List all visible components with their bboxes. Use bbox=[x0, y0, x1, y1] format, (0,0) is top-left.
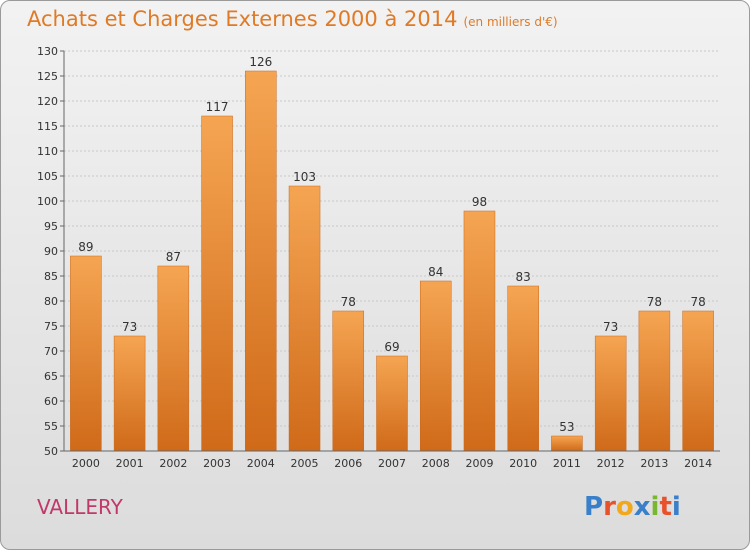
chart-unit: (en milliers d'€) bbox=[463, 15, 558, 29]
logo-letter: r bbox=[603, 492, 616, 522]
y-tick-label: 110 bbox=[37, 145, 58, 158]
bar-2003 bbox=[201, 115, 233, 452]
logo-letter: i bbox=[671, 492, 681, 522]
value-label-2000: 89 bbox=[78, 240, 93, 254]
y-tick-label: 55 bbox=[44, 420, 58, 433]
x-tick-label-2010: 2010 bbox=[509, 457, 537, 470]
value-label-2004: 126 bbox=[249, 55, 272, 69]
bar-2010 bbox=[507, 285, 539, 452]
y-tick-label: 115 bbox=[37, 120, 58, 133]
bar-2013 bbox=[638, 310, 671, 452]
x-tick-label-2008: 2008 bbox=[422, 457, 450, 470]
chart-title: Achats et Charges Externes 2000 à 2014 (e… bbox=[27, 7, 558, 31]
bar-2007 bbox=[376, 355, 408, 452]
value-label-2003: 117 bbox=[206, 100, 229, 114]
x-tick-label-2006: 2006 bbox=[334, 457, 362, 470]
y-tick-label: 80 bbox=[44, 295, 58, 308]
y-tick-label: 70 bbox=[44, 345, 58, 358]
y-tick-label: 85 bbox=[44, 270, 58, 283]
bar-2006 bbox=[332, 310, 365, 452]
value-label-2006: 78 bbox=[341, 295, 356, 309]
value-label-2010: 83 bbox=[516, 270, 531, 284]
value-label-2013: 78 bbox=[647, 295, 662, 309]
value-label-2005: 103 bbox=[293, 170, 316, 184]
x-tick-label-2000: 2000 bbox=[72, 457, 100, 470]
x-tick-label-2003: 2003 bbox=[203, 457, 231, 470]
bar-2009 bbox=[463, 210, 496, 452]
x-tick-label-2012: 2012 bbox=[597, 457, 625, 470]
y-tick-label: 130 bbox=[37, 45, 58, 58]
bar-2000 bbox=[70, 255, 102, 452]
x-tick-label-2009: 2009 bbox=[465, 457, 493, 470]
value-label-2011: 53 bbox=[559, 420, 574, 434]
y-tick-label: 50 bbox=[44, 445, 58, 458]
bar-chart: 50 55 60 65 70 75 80 85 90 95 100 105 110 115 120 125 13… bbox=[37, 45, 720, 470]
bars bbox=[70, 70, 714, 452]
logo-letter: t bbox=[659, 492, 672, 522]
proxiti-logo[interactable]: Proxiti bbox=[584, 492, 694, 524]
value-labels: 89 73 87 117 126 103 78 69 84 98 83 53 73 78 78 bbox=[78, 55, 706, 434]
bar-2008 bbox=[419, 280, 452, 452]
y-tick-label: 90 bbox=[44, 245, 58, 258]
x-tick-label-2011: 2011 bbox=[553, 457, 581, 470]
y-tick-label: 65 bbox=[44, 370, 58, 383]
value-label-2012: 73 bbox=[603, 320, 618, 334]
logo-letter: P bbox=[584, 492, 604, 522]
bar-2012 bbox=[594, 335, 627, 452]
value-label-2014: 78 bbox=[690, 295, 705, 309]
x-tick-label-2007: 2007 bbox=[378, 457, 406, 470]
chart-title-text: Achats et Charges Externes 2000 à 2014 bbox=[27, 7, 458, 31]
value-label-2009: 98 bbox=[472, 195, 487, 209]
y-tick-label: 105 bbox=[37, 170, 58, 183]
x-tick-label-2013: 2013 bbox=[640, 457, 668, 470]
bar-2014 bbox=[682, 310, 714, 452]
y-tick-label: 100 bbox=[37, 195, 58, 208]
bar-2011 bbox=[551, 435, 583, 452]
y-axis-ticks: 50 55 60 65 70 75 80 85 90 95 100 105 110 115 120 125 13… bbox=[37, 45, 64, 458]
x-tick-label-2002: 2002 bbox=[159, 457, 187, 470]
x-tick-label-2004: 2004 bbox=[247, 457, 275, 470]
y-tick-label: 125 bbox=[37, 70, 58, 83]
bar-2001 bbox=[113, 335, 146, 452]
value-label-2007: 69 bbox=[384, 340, 399, 354]
logo-letter: o bbox=[615, 492, 634, 522]
y-tick-label: 95 bbox=[44, 220, 58, 233]
logo-letter: x bbox=[633, 492, 651, 522]
logo-letter: i bbox=[650, 492, 660, 522]
bar-2004 bbox=[245, 70, 277, 452]
x-tick-label-2001: 2001 bbox=[116, 457, 144, 470]
x-axis-ticks: 2000 2001 2002 2003 2004 2005 2006 2007 2008 2009… bbox=[72, 457, 712, 470]
value-label-2001: 73 bbox=[122, 320, 137, 334]
y-tick-label: 75 bbox=[44, 320, 58, 333]
bar-2005 bbox=[288, 185, 321, 452]
value-label-2002: 87 bbox=[166, 250, 181, 264]
town-name: VALLERY bbox=[37, 495, 123, 519]
x-tick-label-2014: 2014 bbox=[684, 457, 712, 470]
y-tick-label: 60 bbox=[44, 395, 58, 408]
x-tick-label-2005: 2005 bbox=[291, 457, 319, 470]
bar-2002 bbox=[157, 265, 190, 452]
y-tick-label: 120 bbox=[37, 95, 58, 108]
value-label-2008: 84 bbox=[428, 265, 443, 279]
